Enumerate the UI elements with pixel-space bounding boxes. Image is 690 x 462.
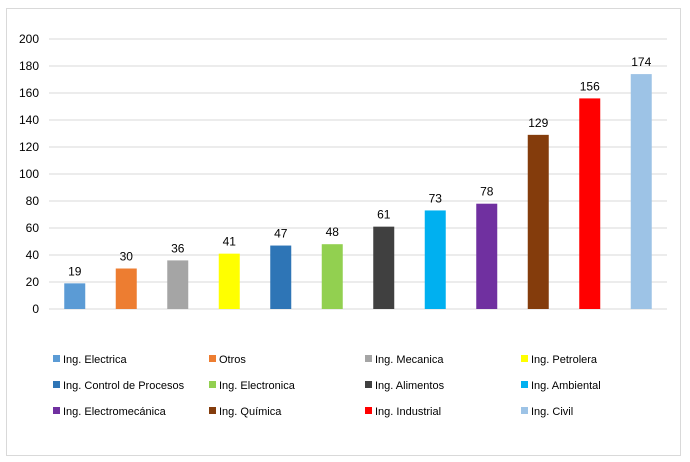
gridlines bbox=[49, 38, 667, 310]
bar bbox=[64, 283, 86, 309]
bar bbox=[373, 226, 395, 309]
legend-label: Ing. Electronica bbox=[219, 380, 296, 392]
y-tick-label: 60 bbox=[26, 221, 40, 235]
y-tick-label: 0 bbox=[32, 302, 39, 316]
legend-label: Ing. Ambiental bbox=[531, 380, 601, 392]
data-label: 174 bbox=[631, 55, 651, 69]
data-label: 156 bbox=[580, 79, 600, 93]
legend-swatch bbox=[521, 381, 528, 388]
bar bbox=[424, 210, 446, 309]
y-tick-label: 20 bbox=[26, 275, 40, 289]
legend-swatch bbox=[365, 407, 372, 414]
data-label: 41 bbox=[223, 235, 237, 249]
bar bbox=[476, 203, 498, 309]
data-label: 78 bbox=[480, 185, 494, 199]
legend-label: Ing. Química bbox=[219, 406, 282, 418]
legend-label: Ing. Electrica bbox=[63, 354, 127, 366]
data-label: 19 bbox=[68, 264, 82, 278]
legend-label: Ing. Electromecánica bbox=[63, 406, 167, 418]
legend-label: Ing. Industrial bbox=[375, 406, 441, 418]
bar bbox=[218, 253, 240, 309]
y-tick-label: 40 bbox=[26, 248, 40, 262]
data-labels: 19 30 36 41 47 48 61 73 78 129 156 174 bbox=[68, 55, 652, 278]
y-tick-label: 200 bbox=[19, 32, 39, 46]
data-label: 36 bbox=[171, 241, 185, 255]
bar bbox=[630, 74, 652, 309]
legend-label: Ing. Petrolera bbox=[531, 354, 598, 366]
y-tick-label: 120 bbox=[19, 140, 39, 154]
legend-swatch bbox=[53, 381, 60, 388]
bar bbox=[579, 98, 601, 310]
legend-swatch bbox=[521, 407, 528, 414]
legend-swatch bbox=[209, 355, 216, 362]
data-label: 61 bbox=[377, 208, 391, 222]
bar bbox=[527, 134, 549, 309]
legend: Ing. Electrica Otros Ing. Mecanica Ing. Pet… bbox=[53, 354, 601, 418]
bar bbox=[321, 244, 343, 309]
legend-swatch bbox=[521, 355, 528, 362]
legend-label: Ing. Control de Procesos bbox=[63, 380, 185, 392]
bar-chart: 0 20 40 60 80 100 120 140 160 180 200 19 30 36 41 47 48… bbox=[19, 32, 667, 418]
bars bbox=[64, 74, 652, 310]
legend-label: Otros bbox=[219, 354, 246, 366]
legend-swatch bbox=[365, 381, 372, 388]
data-label: 129 bbox=[528, 116, 548, 130]
legend-label: Ing. Mecanica bbox=[375, 354, 444, 366]
legend-label: Ing. Civil bbox=[531, 406, 573, 418]
y-tick-label: 80 bbox=[26, 194, 40, 208]
y-tick-label: 140 bbox=[19, 113, 39, 127]
data-label: 30 bbox=[120, 250, 134, 264]
legend-swatch bbox=[53, 355, 60, 362]
bar bbox=[115, 268, 137, 309]
legend-swatch bbox=[365, 355, 372, 362]
bar bbox=[270, 245, 292, 309]
legend-label: Ing. Alimentos bbox=[375, 380, 445, 392]
data-label: 48 bbox=[326, 225, 340, 239]
y-tick-label: 180 bbox=[19, 59, 39, 73]
legend-swatch bbox=[209, 381, 216, 388]
y-axis-ticks: 0 20 40 60 80 100 120 140 160 180 200 bbox=[19, 32, 39, 316]
legend-swatch bbox=[53, 407, 60, 414]
legend-swatch bbox=[209, 407, 216, 414]
y-tick-label: 160 bbox=[19, 86, 39, 100]
bar bbox=[167, 260, 189, 309]
data-label: 73 bbox=[429, 191, 443, 205]
chart-frame: 0 20 40 60 80 100 120 140 160 180 200 19 30 36 41 47 48… bbox=[6, 8, 681, 456]
data-label: 47 bbox=[274, 227, 288, 241]
y-tick-label: 100 bbox=[19, 167, 39, 181]
